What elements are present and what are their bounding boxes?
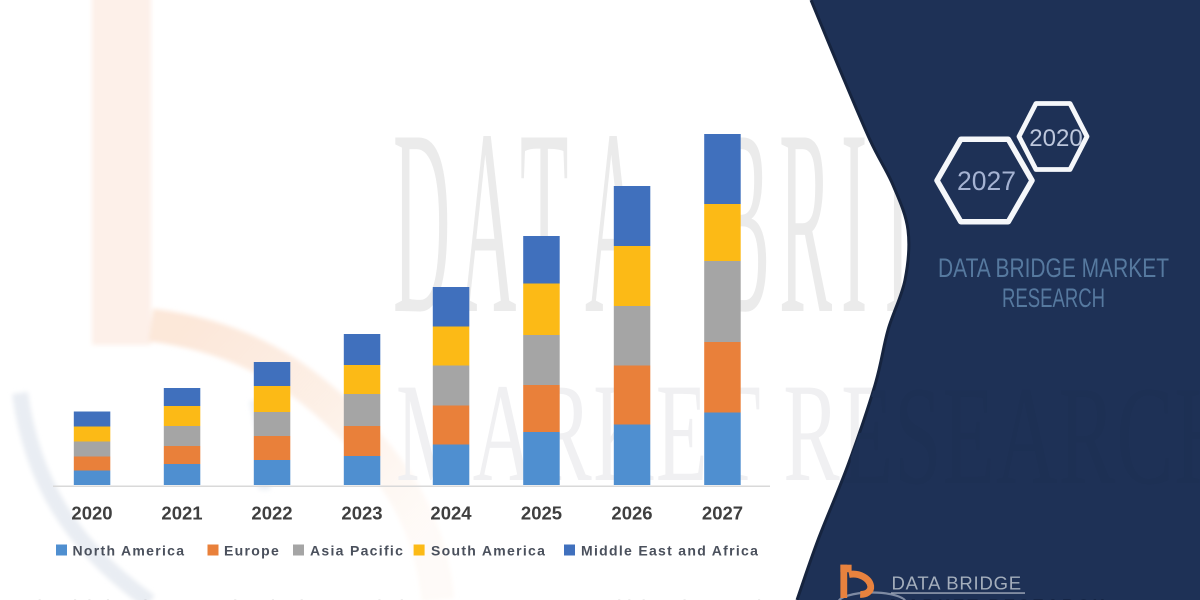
svg-text:Europe: Europe: [224, 543, 280, 559]
svg-text:2023: 2023: [341, 503, 382, 524]
svg-text:Asia Pacific: Asia Pacific: [310, 543, 404, 559]
svg-text:DATA BRIDGE MARKET: DATA BRIDGE MARKET: [938, 253, 1169, 283]
svg-text:2026: 2026: [611, 503, 652, 524]
svg-text:North America: North America: [73, 543, 186, 559]
svg-text:DATA BRIDGE: DATA BRIDGE: [892, 573, 1022, 594]
svg-text:2020: 2020: [71, 503, 112, 524]
svg-text:2020: 2020: [1029, 125, 1082, 152]
svg-text:2025: 2025: [521, 503, 562, 524]
svg-text:RESEARCH: RESEARCH: [1002, 283, 1105, 313]
svg-text:2027: 2027: [957, 166, 1016, 196]
svg-text:Middle East and Africa: Middle East and Africa: [581, 543, 759, 559]
svg-text:MARKET RESEARCH: MARKET RESEARCH: [890, 596, 1108, 600]
svg-text:2024: 2024: [430, 503, 472, 524]
svg-text:2021: 2021: [161, 503, 202, 524]
svg-text:The Global Market Research and: The Global Market Research and Industry …: [28, 598, 815, 600]
svg-text:South America: South America: [431, 543, 546, 559]
svg-text:2027: 2027: [702, 503, 743, 524]
svg-text:2022: 2022: [251, 503, 292, 524]
